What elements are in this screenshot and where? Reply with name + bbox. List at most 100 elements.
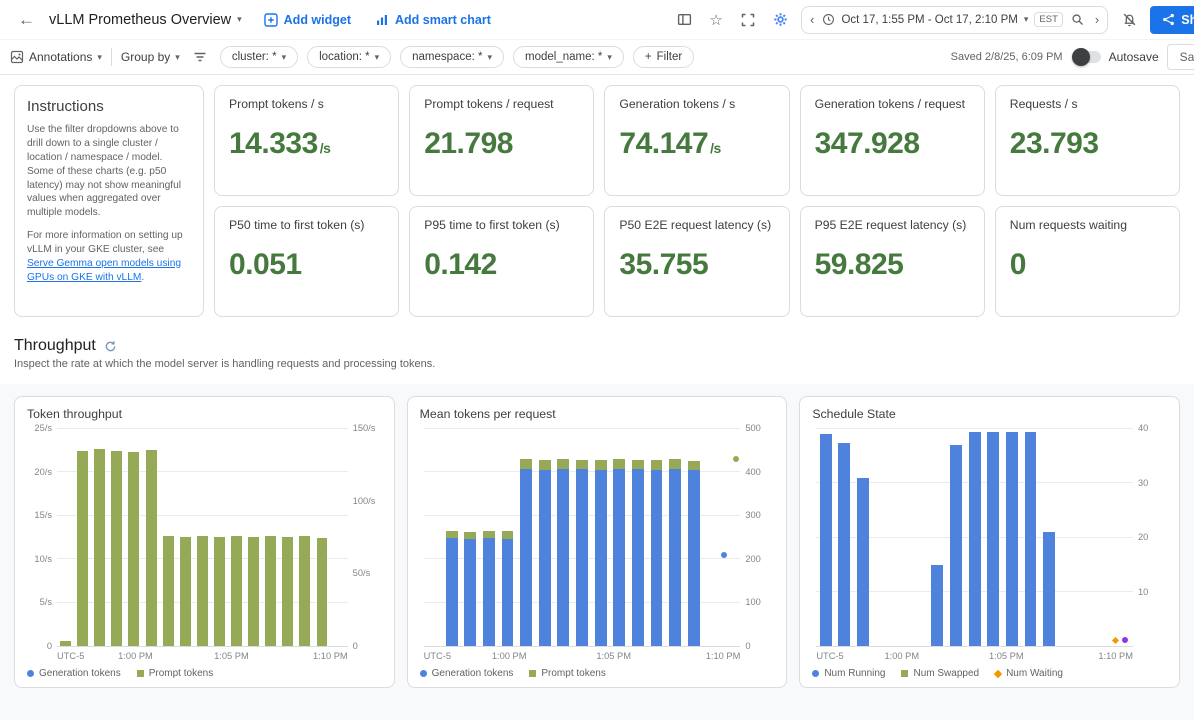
bar: [482, 530, 495, 538]
bar: [687, 470, 700, 646]
x-axis-labels: UTC-5 1:00 PM 1:05 PM 1:10 PM: [424, 647, 741, 663]
filter-chip-location[interactable]: location: * ▾: [307, 46, 392, 68]
annotations-dropdown[interactable]: Annotations ▾: [10, 50, 102, 64]
chevron-down-icon: ▾: [607, 51, 612, 62]
scorecard-p50-ttft: P50 time to first token (s) 0.051: [214, 206, 400, 317]
x-tick: UTC-5: [57, 651, 85, 661]
autosave-toggle[interactable]: [1071, 48, 1101, 66]
plus-icon: +: [644, 51, 652, 63]
bar: [557, 468, 570, 646]
scorecard-title: Num requests waiting: [1009, 218, 1127, 232]
annotations-icon: [10, 50, 24, 64]
add-smart-chart-button[interactable]: Add smart chart: [375, 13, 491, 27]
bar: [950, 445, 962, 646]
bar: [576, 469, 588, 646]
circle-legend-marker-icon: [419, 670, 427, 677]
bar: [631, 459, 644, 470]
panel-view-icon[interactable]: [673, 9, 695, 31]
star-icon[interactable]: ☆: [709, 11, 723, 29]
toggle-knob: [1071, 48, 1090, 66]
scorecard-number: 14.333: [229, 126, 318, 160]
group-by-dropdown[interactable]: Group by ▾: [121, 50, 180, 64]
legend-item[interactable]: Num Running: [812, 668, 885, 679]
filter-list-icon[interactable]: [189, 46, 211, 68]
bar: [213, 536, 225, 646]
add-smart-chart-label: Add smart chart: [395, 12, 491, 27]
x-tick: UTC-5: [423, 651, 452, 661]
plot-area[interactable]: [423, 428, 741, 647]
y-tick: 40: [1137, 423, 1149, 433]
gridline: [57, 428, 348, 429]
add-filter-button[interactable]: + Filter: [632, 46, 695, 68]
legend-item[interactable]: Num Waiting: [993, 668, 1063, 679]
timezone-badge[interactable]: EST: [1034, 12, 1063, 27]
bar: [687, 461, 700, 471]
plot-area[interactable]: [816, 428, 1133, 647]
point-marker: [732, 455, 739, 462]
instructions-card: Instructions Use the filter dropdowns ab…: [14, 85, 204, 317]
legend-item[interactable]: Prompt tokens: [529, 668, 606, 679]
y-tick: 50/s: [352, 568, 371, 579]
chevron-down-icon: ▾: [175, 51, 180, 62]
legend-label: Generation tokens: [431, 668, 514, 679]
add-widget-button[interactable]: Add widget: [263, 12, 351, 27]
y-axis-right: 500 400 300 200 100 0: [740, 423, 774, 651]
y-axis-right: 150/s 100/s 50/s 0: [348, 423, 382, 651]
bar: [501, 538, 514, 646]
gear-icon[interactable]: [769, 9, 791, 31]
y-tick: 25/s: [34, 423, 52, 433]
scorecard-value: 59.825: [815, 248, 970, 282]
add-widget-icon: [263, 12, 278, 27]
x-axis-labels: UTC-5 1:00 PM 1:05 PM 1:10 PM: [57, 647, 348, 663]
time-forward-button[interactable]: ›: [1094, 12, 1100, 27]
filter-chip-cluster[interactable]: cluster: * ▾: [219, 46, 299, 68]
scorecard-value: 14.333/s: [229, 127, 384, 161]
legend-item[interactable]: Generation tokens: [27, 668, 121, 679]
scorecard-title: P95 E2E request latency (s): [814, 218, 967, 232]
search-icon[interactable]: [1069, 11, 1087, 29]
bar: [594, 460, 607, 470]
filter-chip-model-name[interactable]: model_name: * ▾: [513, 46, 624, 68]
bar: [631, 469, 644, 646]
bar: [128, 451, 140, 646]
filter-chip-namespace[interactable]: namespace: * ▾: [400, 46, 504, 68]
legend-item[interactable]: Prompt tokens: [136, 668, 214, 679]
filter-chip-label: namespace: *: [412, 51, 483, 63]
toolbar-right: Saved 2/8/25, 6:09 PM Autosave Save: [951, 44, 1194, 70]
y-tick: 15/s: [34, 510, 52, 521]
sync-icon[interactable]: [104, 340, 117, 353]
legend-label: Prompt tokens: [148, 668, 214, 679]
y-tick: 200: [745, 553, 761, 564]
header-right: ☆ ‹ Oct 17, 1:55 PM - Oct 17, 2:10 PM ▾ …: [673, 5, 1194, 34]
scorecard-title: P50 E2E request latency (s): [619, 218, 772, 232]
scorecard-generation-tokens-per-s: Generation tokens / s 74.147/s: [604, 85, 790, 196]
chart-body: 40 30 20 10 UTC-5 1:00 PM 1:05 PM 1:10 PM: [812, 423, 1167, 663]
share-button[interactable]: Share: [1150, 5, 1194, 34]
fullscreen-icon[interactable]: [737, 9, 759, 31]
chart-legend: Num Running Num Swapped Num Waiting: [812, 663, 1167, 681]
filter-chip-label: location: *: [319, 51, 370, 63]
y-tick: 100: [745, 597, 761, 608]
dashboard-title-menu[interactable]: vLLM Prometheus Overview ▾: [49, 12, 242, 28]
time-range-label[interactable]: Oct 17, 1:55 PM - Oct 17, 2:10 PM: [841, 13, 1018, 26]
bar: [111, 450, 123, 646]
chart-legend: Generation tokens Prompt tokens: [419, 663, 775, 681]
legend-item[interactable]: Num Swapped: [901, 668, 979, 679]
bar: [987, 431, 1000, 646]
plot-area[interactable]: [57, 428, 348, 647]
chart-title: Token throughput: [27, 407, 123, 421]
circle-legend-marker-icon: [812, 670, 820, 677]
circle-legend-marker-icon: [27, 670, 34, 677]
scorecard-p95-e2e-latency: P95 E2E request latency (s) 59.825: [799, 206, 985, 317]
scorecard-title: Prompt tokens / s: [229, 97, 324, 111]
chevron-down-icon: ▾: [1023, 14, 1029, 24]
legend-item[interactable]: Generation tokens: [419, 668, 514, 679]
y-tick: 100/s: [352, 495, 376, 506]
save-button[interactable]: Save: [1166, 44, 1194, 70]
time-back-button[interactable]: ‹: [810, 12, 815, 27]
scorecard-number: 23.793: [1009, 126, 1099, 160]
notifications-off-icon[interactable]: [1118, 9, 1140, 31]
gke-vllm-doc-link[interactable]: Serve Gemma open models using GPUs on GK…: [27, 257, 182, 283]
back-button[interactable]: ←: [18, 9, 35, 29]
scorecard-title: P50 time to first token (s): [229, 218, 365, 232]
